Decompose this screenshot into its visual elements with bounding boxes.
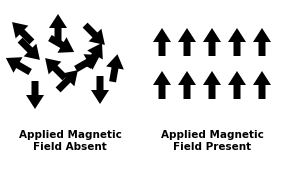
FancyArrow shape	[253, 71, 271, 99]
FancyArrow shape	[178, 28, 196, 56]
Text: Applied Magnetic
Field Absent: Applied Magnetic Field Absent	[18, 130, 122, 152]
FancyArrow shape	[12, 22, 34, 44]
FancyArrow shape	[18, 38, 40, 60]
FancyArrow shape	[83, 23, 105, 45]
FancyArrow shape	[26, 81, 44, 109]
FancyArrow shape	[6, 57, 32, 75]
FancyArrow shape	[91, 76, 109, 104]
FancyArrow shape	[74, 54, 100, 72]
FancyArrow shape	[178, 71, 196, 99]
FancyArrow shape	[228, 71, 246, 99]
FancyArrow shape	[203, 28, 221, 56]
FancyArrow shape	[203, 71, 221, 99]
FancyArrow shape	[106, 54, 124, 82]
Text: Applied Magnetic
Field Present: Applied Magnetic Field Present	[161, 130, 264, 152]
FancyArrow shape	[153, 28, 171, 56]
FancyArrow shape	[48, 35, 74, 53]
FancyArrow shape	[253, 28, 271, 56]
FancyArrow shape	[153, 71, 171, 99]
FancyArrow shape	[56, 70, 78, 92]
FancyArrow shape	[45, 58, 67, 80]
FancyArrow shape	[85, 43, 103, 69]
FancyArrow shape	[49, 14, 67, 42]
FancyArrow shape	[228, 28, 246, 56]
